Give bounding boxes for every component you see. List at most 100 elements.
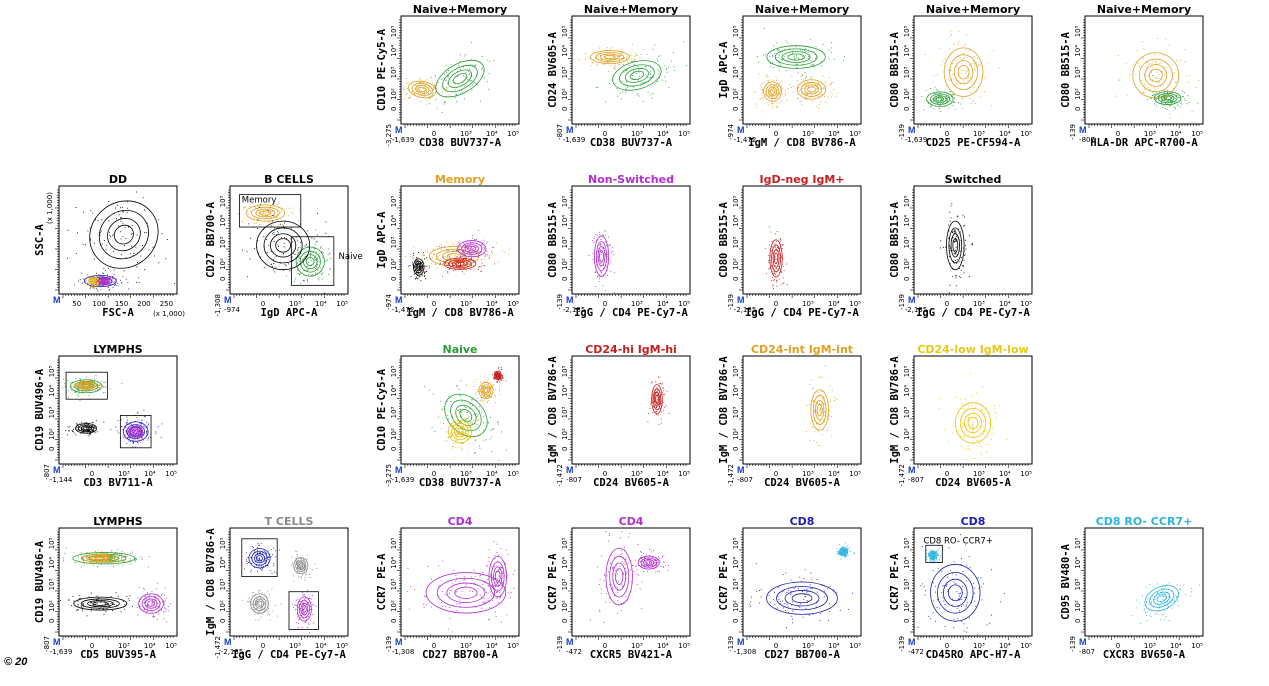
event-dot [595, 233, 597, 235]
event-dot [129, 431, 131, 433]
contour-line [107, 218, 141, 252]
event-dot [77, 384, 78, 386]
event-dot [1184, 61, 1186, 63]
event-dot [299, 251, 301, 253]
event-dot [604, 63, 606, 65]
event-dot [281, 210, 283, 212]
event-dot [593, 59, 595, 61]
event-dot [288, 208, 290, 209]
event-dot [805, 50, 807, 52]
event-dot [109, 279, 111, 281]
event-dot [446, 440, 448, 442]
event-dot [139, 425, 141, 427]
event-dot [444, 101, 446, 103]
event-dot [481, 68, 482, 70]
event-dot [478, 266, 480, 267]
event-dot [1142, 91, 1144, 93]
event-dot [300, 260, 302, 262]
event-dot [247, 276, 249, 278]
x-tick-label: 10⁵ [849, 130, 861, 138]
event-dot [141, 435, 143, 437]
event-dot [79, 423, 81, 425]
event-dot [472, 64, 474, 66]
event-dot [283, 242, 285, 244]
event-dot [830, 84, 832, 86]
contour-line [446, 253, 462, 260]
event-dot [963, 81, 965, 83]
event-dot [99, 286, 101, 288]
event-dot [96, 280, 97, 282]
x-min-label: -2,135 [563, 306, 586, 314]
event-dot [498, 386, 500, 388]
event-dot [593, 238, 595, 240]
y-axis-label: SSC-A [34, 224, 46, 256]
event-dot [786, 60, 788, 62]
event-dot [273, 240, 275, 242]
event-dot [1186, 103, 1188, 105]
event-dot [486, 250, 488, 252]
event-dot [670, 60, 672, 62]
event-dot [470, 243, 472, 245]
x-axis-label: CD25 PE-CF594-A [926, 137, 1022, 149]
event-dot [92, 422, 94, 423]
event-dot [86, 425, 88, 427]
event-dot [434, 76, 436, 78]
event-dot [960, 69, 962, 71]
event-dot [1165, 38, 1167, 40]
event-dot [448, 70, 449, 71]
event-dot [608, 236, 610, 238]
event-dot [412, 251, 414, 253]
event-dot [91, 426, 93, 428]
event-dot [465, 270, 467, 272]
event-dot [768, 92, 770, 94]
gate-box [65, 371, 108, 400]
event-dot [133, 441, 135, 443]
event-dot [424, 386, 426, 388]
event-dot [67, 434, 68, 436]
event-dot [975, 62, 977, 64]
event-dot [124, 435, 126, 436]
event-dot [465, 245, 467, 246]
event-dot [762, 89, 763, 91]
event-dot [425, 278, 427, 280]
event-dot [770, 86, 772, 88]
event-dot [488, 258, 490, 260]
event-dot [283, 225, 285, 227]
event-dot [1148, 63, 1150, 65]
event-dot [802, 91, 803, 93]
population-purple [588, 229, 615, 293]
event-dot [298, 256, 300, 258]
event-dot [969, 86, 970, 88]
event-dot [939, 94, 941, 96]
event-dot [102, 284, 104, 286]
event-dot [85, 384, 87, 386]
event-dot [459, 245, 461, 246]
event-dot [968, 49, 970, 51]
event-dot [431, 82, 433, 84]
event-dot [325, 221, 327, 223]
event-dot [954, 253, 956, 255]
event-dot [772, 87, 774, 89]
event-dot [450, 433, 452, 435]
event-dot [423, 252, 424, 254]
event-dot [831, 47, 832, 49]
event-dot [457, 410, 459, 411]
event-dot [122, 210, 123, 212]
event-dot [793, 55, 795, 57]
event-dot [465, 432, 467, 434]
event-dot [427, 252, 428, 253]
event-dot [79, 426, 81, 428]
event-dot [107, 283, 108, 285]
event-dot [115, 426, 117, 428]
event-dot [588, 255, 590, 256]
event-dot [626, 70, 627, 72]
event-dot [775, 80, 777, 81]
event-dot [824, 81, 826, 83]
event-dot [458, 249, 460, 251]
contour-line [926, 91, 954, 107]
event-dot [447, 82, 448, 84]
event-dot [781, 272, 783, 273]
event-dot [780, 239, 781, 240]
x-tick-label: 10⁴ [486, 470, 498, 478]
event-dot [815, 106, 817, 107]
